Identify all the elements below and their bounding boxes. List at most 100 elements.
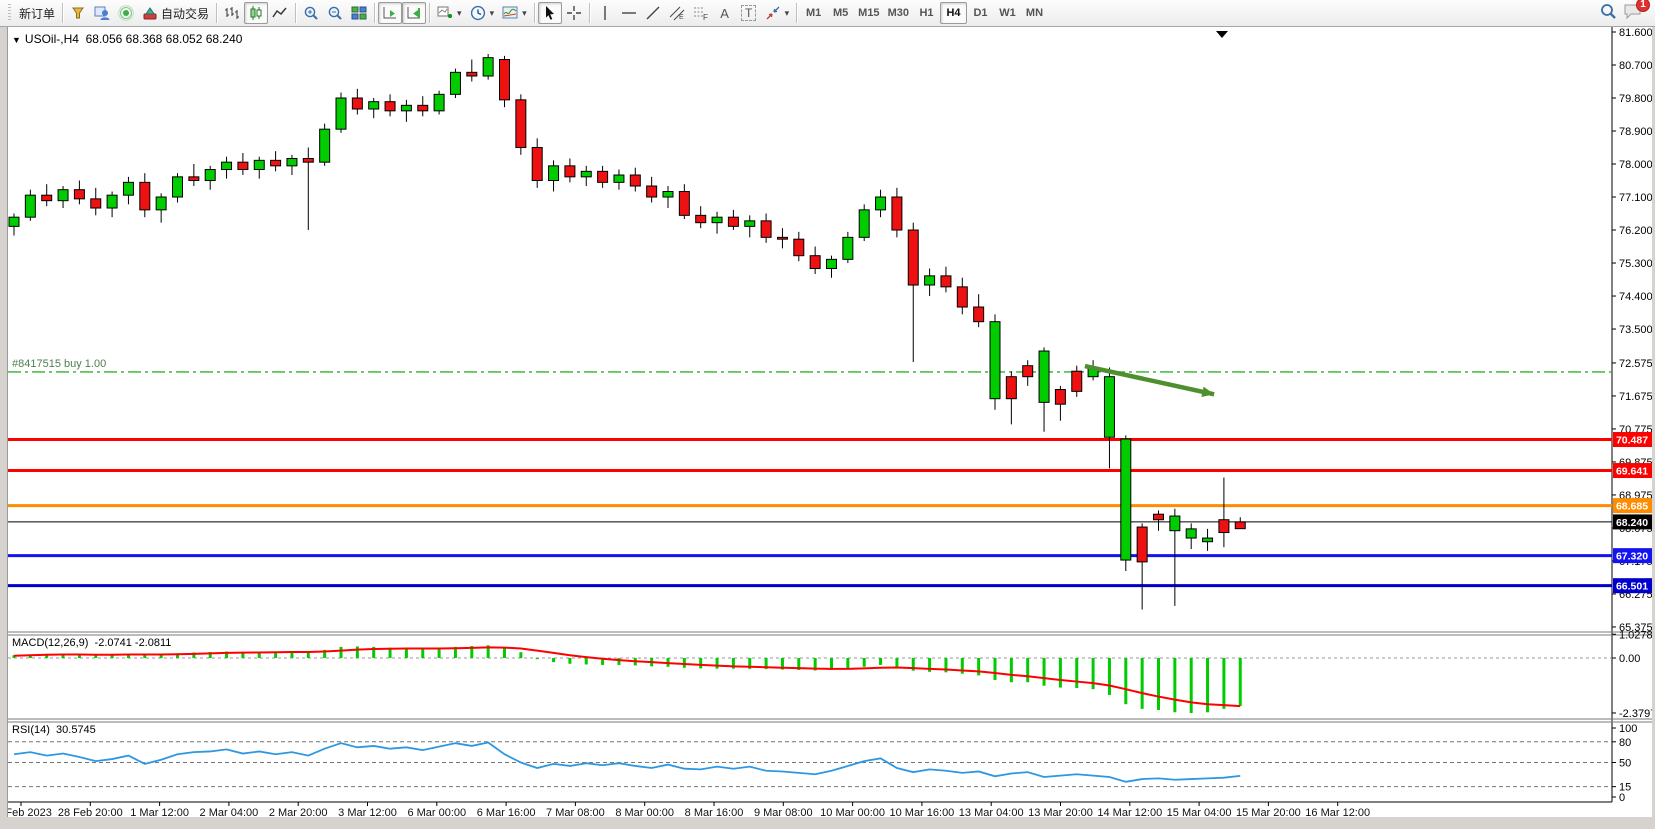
tile-windows-icon: [351, 5, 367, 21]
toolbar-separator: [295, 3, 297, 23]
chart-shift-marker-icon[interactable]: [1216, 31, 1228, 38]
svg-text:F: F: [703, 13, 708, 21]
new-order-button[interactable]: 新订单: [15, 2, 59, 24]
svg-text:13 Mar 20:00: 13 Mar 20:00: [1028, 807, 1093, 817]
equidistant-channel-button[interactable]: E: [665, 2, 689, 24]
profiles-button[interactable]: [90, 2, 114, 24]
svg-text:75.300: 75.300: [1619, 258, 1652, 270]
toolbar-grip[interactable]: [7, 4, 12, 22]
svg-text:13 Mar 04:00: 13 Mar 04:00: [959, 807, 1024, 817]
candlestick-chart-button[interactable]: [244, 2, 269, 24]
toolbar-separator: [216, 3, 218, 23]
svg-text:74.400: 74.400: [1619, 291, 1652, 303]
chevron-down-icon: ▾: [522, 7, 527, 18]
timeframe-button-h4[interactable]: H4: [939, 2, 967, 24]
rsi-line: [13, 741, 1241, 783]
periods-button[interactable]: ▾: [466, 2, 499, 24]
svg-text:79.800: 79.800: [1619, 93, 1652, 105]
chart-symbol-label: USOil-,H4: [24, 32, 79, 46]
svg-text:80: 80: [1619, 737, 1631, 749]
auto-scroll-button[interactable]: [378, 2, 403, 24]
timeframe-button-d1[interactable]: D1: [967, 2, 994, 24]
svg-text:28 Feb 20:00: 28 Feb 20:00: [58, 807, 123, 817]
zoom-in-button[interactable]: [299, 2, 323, 24]
indicators-button[interactable]: ▾: [433, 2, 466, 24]
bar-chart-button[interactable]: [220, 2, 244, 24]
chart-shift-button[interactable]: [402, 2, 427, 24]
svg-text:100: 100: [1619, 723, 1637, 735]
chat-button[interactable]: 1: [1623, 0, 1650, 25]
svg-text:66.501: 66.501: [1616, 581, 1648, 593]
search-icon[interactable]: [1599, 2, 1617, 25]
svg-text:77.100: 77.100: [1619, 192, 1652, 204]
order-line-label[interactable]: #8417515 buy 1.00: [12, 358, 107, 370]
arrows-tool-button[interactable]: ▾: [761, 2, 794, 24]
chart-title: ▼ USOil-,H4 68.056 68.368 68.052 68.240: [12, 32, 242, 46]
autotrading-label: 自动交易: [161, 6, 210, 21]
timeframe-button-h1[interactable]: H1: [913, 2, 940, 24]
tile-windows-button[interactable]: [347, 2, 371, 24]
svg-text:81.600: 81.600: [1619, 27, 1652, 39]
svg-text:15 Mar 20:00: 15 Mar 20:00: [1236, 807, 1301, 817]
svg-text:78.900: 78.900: [1619, 126, 1652, 138]
periods-clock-icon: [470, 5, 486, 21]
horizontal-line-tool-button[interactable]: [617, 2, 641, 24]
fibonacci-icon: F: [693, 5, 709, 21]
text-tool-button[interactable]: A: [713, 2, 737, 24]
svg-text:9 Mar 08:00: 9 Mar 08:00: [754, 807, 813, 817]
zoom-out-icon: [327, 5, 343, 21]
svg-text:15: 15: [1619, 782, 1631, 794]
timeframe-button-m15[interactable]: M15: [854, 2, 883, 24]
timeframe-button-w1[interactable]: W1: [994, 2, 1021, 24]
svg-text:68.240: 68.240: [1616, 517, 1648, 529]
signals-icon: [118, 5, 134, 21]
candlestick-icon: [248, 5, 264, 21]
title-triangle-icon[interactable]: ▼: [12, 35, 21, 45]
fibonacci-tool-button[interactable]: F: [689, 2, 713, 24]
rsi-value: 30.5745: [56, 724, 96, 736]
toolbar-separator: [533, 3, 535, 23]
line-chart-button[interactable]: [268, 2, 292, 24]
trendline-icon: [645, 5, 661, 21]
chart-shift-icon: [406, 5, 422, 21]
chat-badge: 1: [1636, 0, 1650, 12]
svg-text:10 Mar 00:00: 10 Mar 00:00: [820, 807, 885, 817]
time-axis[interactable]: 28 Feb 2023 28 Feb 20:00 1 Mar 12:00 2 Mar …: [8, 802, 1370, 817]
signals-button[interactable]: [114, 2, 138, 24]
trend-arrow-annotation[interactable]: [1084, 363, 1215, 397]
text-label-icon: T: [740, 5, 757, 21]
vertical-line-icon: [597, 5, 613, 21]
timeframe-button-m5[interactable]: M5: [827, 2, 854, 24]
svg-text:0.00: 0.00: [1619, 653, 1640, 665]
window-right-edge: [1652, 27, 1655, 817]
text-label-tool-button[interactable]: T: [737, 2, 761, 24]
cursor-button[interactable]: [537, 2, 562, 24]
timeframe-button-m1[interactable]: M1: [800, 2, 827, 24]
crosshair-button[interactable]: [562, 2, 586, 24]
chart-window[interactable]: 81.600 80.700 79.800 78.900 78.000 77.100 76.2…: [8, 27, 1652, 817]
chart-canvas[interactable]: 81.600 80.700 79.800 78.900 78.000 77.100 76.2…: [8, 27, 1652, 817]
macd-panel: 1.0278 0.00 -2.3797: [8, 629, 1652, 720]
svg-text:2 Mar 04:00: 2 Mar 04:00: [200, 807, 259, 817]
chart-ohlc-values: 68.056 68.368 68.052 68.240: [85, 32, 243, 46]
text-tool-icon: A: [720, 5, 729, 21]
svg-text:80.700: 80.700: [1619, 60, 1652, 72]
chevron-down-icon: ▾: [784, 7, 790, 18]
svg-text:70.487: 70.487: [1616, 435, 1648, 447]
timeframe-button-m30[interactable]: M30: [884, 2, 913, 24]
new-chart-button[interactable]: [66, 2, 90, 24]
templates-button[interactable]: ▾: [498, 2, 531, 24]
rsi-indicator-label: RSI(14) 30.5745: [12, 724, 96, 736]
chevron-down-icon: ▾: [489, 7, 495, 18]
zoom-out-button[interactable]: [323, 2, 347, 24]
cursor-arrow-icon: [542, 5, 558, 21]
autotrading-button[interactable]: 自动交易: [138, 2, 213, 24]
horizontal-level-lines[interactable]: 70.487 69.641 68.685 67.320 66.501 68.240: [8, 432, 1652, 594]
channel-icon: E: [669, 5, 685, 21]
autotrading-icon: [142, 5, 158, 21]
timeframe-button-mn[interactable]: MN: [1021, 2, 1048, 24]
vertical-line-tool-button[interactable]: [593, 2, 617, 24]
trendline-tool-button[interactable]: [641, 2, 665, 24]
macd-indicator-label: MACD(12,26,9) -2.0741 -2.0811: [12, 637, 171, 649]
indicators-icon: [437, 5, 453, 21]
